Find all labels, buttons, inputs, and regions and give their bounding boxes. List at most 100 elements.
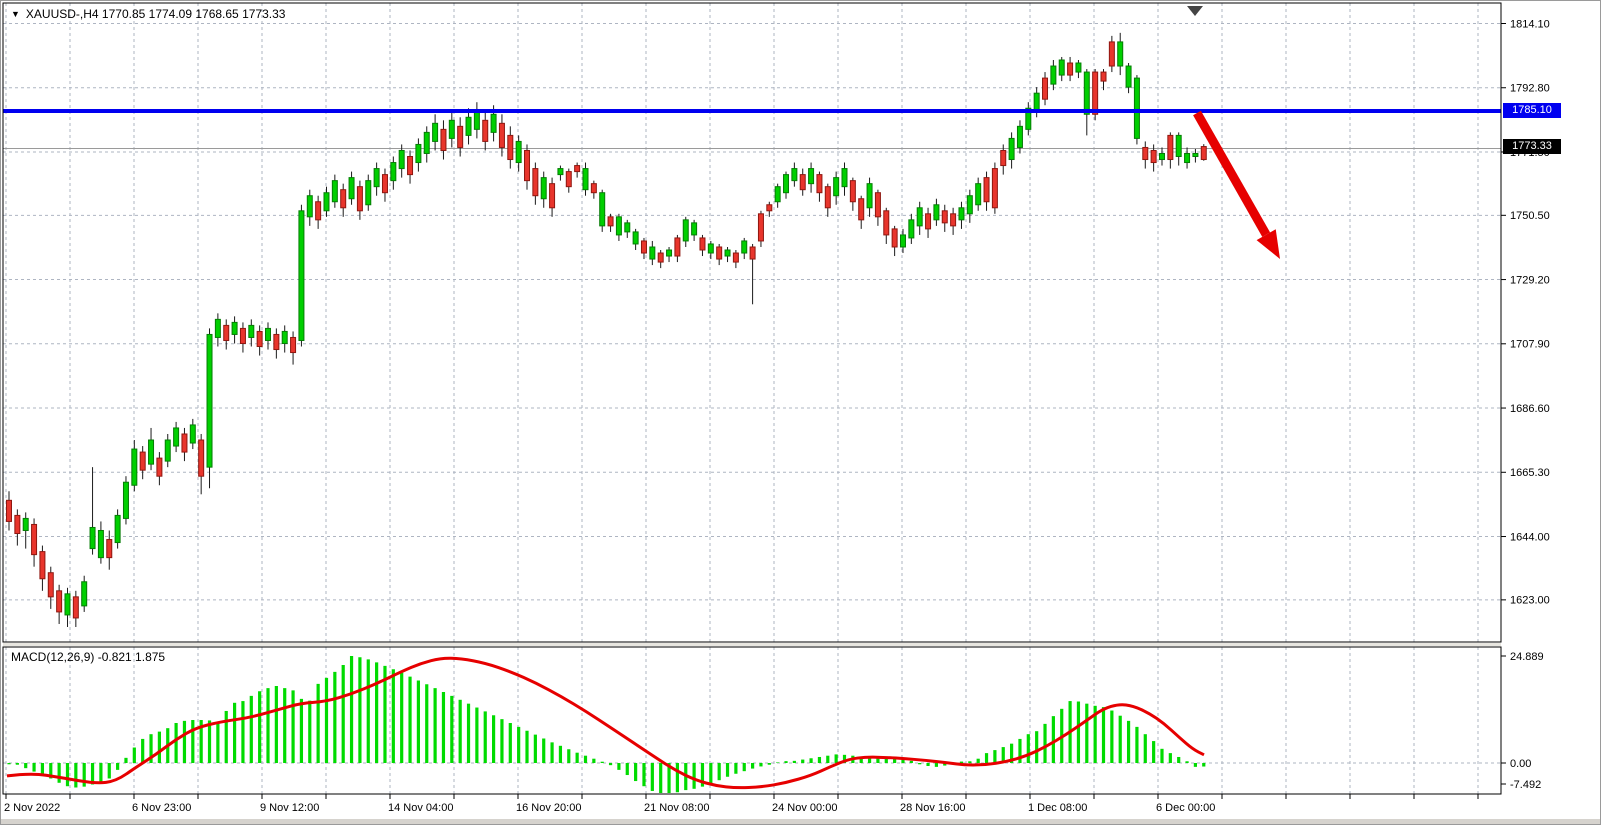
candle-bear xyxy=(824,186,831,209)
candle-bull xyxy=(624,222,631,233)
price-axis[interactable]: 1814.101792.801771.501750.501729.201707.… xyxy=(1501,18,1550,791)
macd-axis-label: -7.492 xyxy=(1510,779,1541,791)
candle-bull xyxy=(649,246,656,260)
candle-bear xyxy=(524,149,531,182)
price-axis-label: 1792.80 xyxy=(1510,83,1550,95)
candle-bear xyxy=(874,192,881,218)
candle-bear xyxy=(1150,149,1157,164)
macd-pane-border xyxy=(2,646,1502,795)
pane-divider[interactable] xyxy=(3,643,1501,646)
price-axis-label: 1814.10 xyxy=(1510,18,1550,30)
price-axis-label: 1729.20 xyxy=(1510,274,1550,286)
candle-bull xyxy=(490,113,497,133)
candle-bull xyxy=(323,192,330,212)
candle-bull xyxy=(306,195,313,218)
candle-bull xyxy=(1033,92,1040,112)
candle-bear xyxy=(1067,62,1074,76)
candle-bear xyxy=(950,213,957,227)
candle-bull xyxy=(432,122,439,142)
candle-bull xyxy=(1083,71,1090,115)
candle-bull xyxy=(783,174,790,194)
candle-bull xyxy=(131,448,138,486)
candle-bull xyxy=(707,243,714,254)
price-axis-label: 1665.30 xyxy=(1510,467,1550,479)
candle-bull xyxy=(1058,59,1065,76)
candle-bull xyxy=(1158,152,1165,161)
time-axis-label: 16 Nov 20:00 xyxy=(516,802,581,814)
candle-bear xyxy=(440,128,447,151)
candle-bear xyxy=(457,125,464,148)
candle-bull xyxy=(833,177,840,197)
candle-bull xyxy=(373,168,380,188)
candle-bull xyxy=(1125,65,1132,88)
candle-bear xyxy=(674,237,681,257)
candle-bear xyxy=(498,122,505,148)
candle-bear xyxy=(507,134,514,161)
price-axis-label: 1644.00 xyxy=(1510,531,1550,543)
time-axis-label: 6 Nov 23:00 xyxy=(132,802,191,814)
candle-bull xyxy=(515,140,522,164)
candle-bear xyxy=(532,168,539,197)
candle-bull xyxy=(1008,137,1015,161)
candle-bull xyxy=(933,204,940,221)
time-axis-label: 9 Nov 12:00 xyxy=(260,802,319,814)
candle-bull xyxy=(540,177,547,200)
candle-bear xyxy=(1042,77,1049,100)
macd-axis-label: 24.889 xyxy=(1510,651,1544,663)
arrow-object-head[interactable] xyxy=(1256,229,1280,259)
candle-bull xyxy=(1133,77,1140,139)
time-axis[interactable]: 2 Nov 2022 6 Nov 23:00 9 Nov 12:00 14 Nov 0… xyxy=(4,794,1479,814)
candle-bull xyxy=(415,143,422,164)
candle-bull xyxy=(632,231,639,245)
candle-bear xyxy=(849,180,856,203)
candle-bull xyxy=(916,207,923,227)
candle-bull xyxy=(348,177,355,200)
candle-bull xyxy=(582,168,589,191)
candle-bear xyxy=(657,252,664,263)
candle-bull xyxy=(1192,152,1199,158)
candle-bull xyxy=(423,131,430,154)
candle-bear xyxy=(1142,146,1149,161)
candle-bear xyxy=(31,523,38,556)
candle-bear xyxy=(549,183,556,209)
candle-bear xyxy=(72,596,79,619)
candle-bear xyxy=(273,333,280,351)
candle-bear xyxy=(799,174,806,191)
candle-bull xyxy=(164,439,171,462)
candle-bull xyxy=(465,116,472,136)
candle-bear xyxy=(891,228,898,248)
candle-bear xyxy=(381,174,388,194)
candle-bull xyxy=(741,240,748,254)
candle-bear xyxy=(590,183,597,194)
candle-bear xyxy=(732,252,739,263)
candle-bull xyxy=(97,529,104,559)
chart-shift-marker-icon[interactable] xyxy=(1187,6,1203,16)
candle-bull xyxy=(1117,41,1124,67)
candle-bear xyxy=(482,119,489,142)
candle-bull xyxy=(966,195,973,215)
candle-bear xyxy=(356,186,363,212)
candle-bull xyxy=(908,219,915,239)
candle-bull xyxy=(691,222,698,236)
candle-bull xyxy=(298,210,305,341)
candle-bear xyxy=(39,551,46,580)
price-axis-label: 1623.00 xyxy=(1510,595,1550,607)
candle-bear xyxy=(198,439,205,477)
candle-bull xyxy=(1025,107,1032,130)
candle-bull xyxy=(248,324,255,338)
candle-bull xyxy=(448,119,455,139)
candle-bull xyxy=(148,439,155,465)
expand-triangle-icon[interactable]: ▼ xyxy=(11,8,20,19)
window-bottom-strip xyxy=(1,819,1600,824)
candle-bull xyxy=(866,183,873,209)
candle-bull xyxy=(89,526,96,550)
candle-bear xyxy=(340,189,347,209)
candle-bear xyxy=(1200,146,1207,161)
price-axis-label: 1750.50 xyxy=(1510,210,1550,222)
candle-bull xyxy=(958,207,965,221)
candle-bear xyxy=(181,433,188,453)
arrow-object-shaft[interactable] xyxy=(1193,110,1271,237)
time-axis-label: 1 Dec 08:00 xyxy=(1028,802,1087,814)
